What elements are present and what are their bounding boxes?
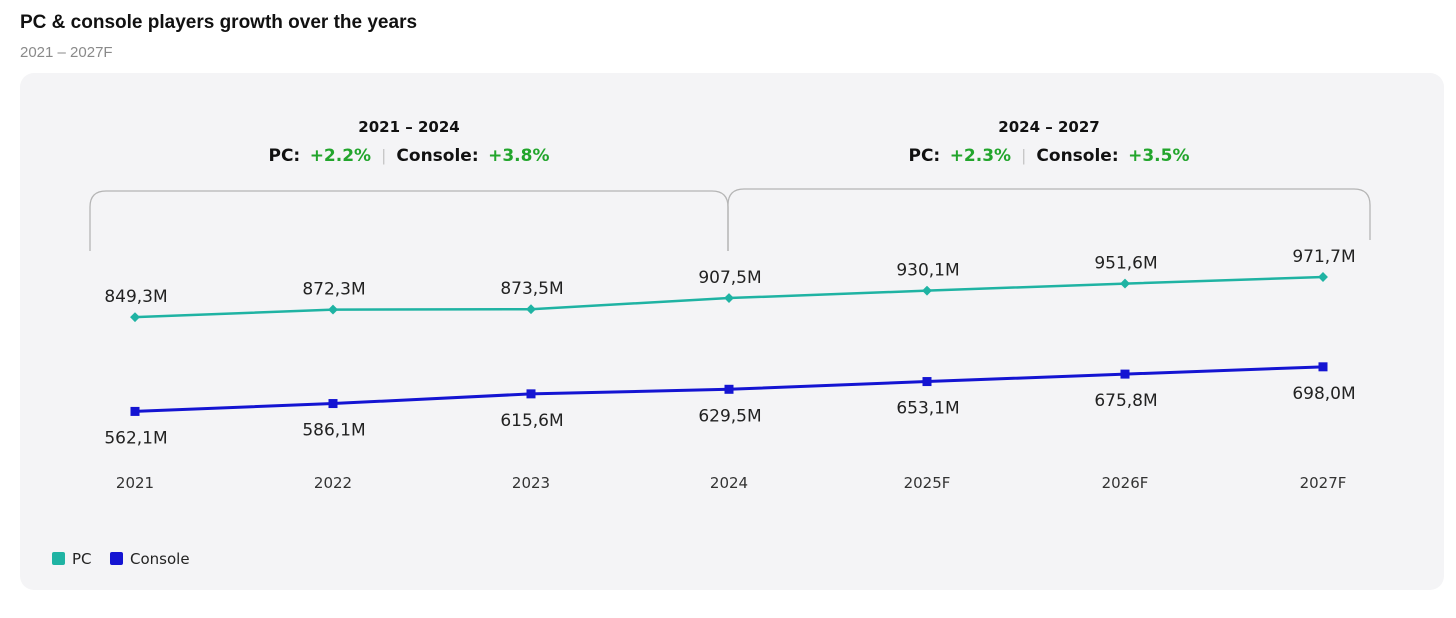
period-label: 2024 – 2027 <box>998 118 1099 136</box>
period-growth-line: PC: +2.3% | Console: +3.5% <box>909 146 1190 166</box>
pc-growth-label: PC: <box>909 146 941 166</box>
chart-panel <box>20 73 1444 590</box>
chart-subtitle: 2021 – 2027F <box>20 44 113 61</box>
plot-area: 2021 2022 2023 2024 2025F 2026F 2027F 849,3M 872… <box>104 247 1355 492</box>
console-growth-label: Console: <box>1036 146 1118 166</box>
data-label-console: 586,1M <box>302 421 365 441</box>
x-tick-label: 2023 <box>512 474 550 492</box>
pc-growth-value: +2.2% <box>310 146 371 166</box>
legend-label-pc: PC <box>72 550 92 568</box>
x-tick-label: 2021 <box>116 474 154 492</box>
x-tick-label: 2027F <box>1300 474 1347 492</box>
data-label-pc: 971,7M <box>1292 247 1355 267</box>
period-growth-line: PC: +2.2% | Console: +3.8% <box>269 146 550 166</box>
data-label-pc: 872,3M <box>302 280 365 300</box>
data-point-console <box>922 377 932 387</box>
data-label-pc: 930,1M <box>896 261 959 281</box>
data-point-pc <box>1318 272 1328 282</box>
console-growth-value: +3.8% <box>488 146 549 166</box>
period-bracket-left <box>89 190 729 251</box>
console-growth-label: Console: <box>396 146 478 166</box>
data-point-console <box>130 406 140 416</box>
period-label: 2021 – 2024 <box>358 118 459 136</box>
pc-growth-value: +2.3% <box>950 146 1011 166</box>
data-label-pc: 907,5M <box>698 268 761 288</box>
data-point-pc <box>130 312 140 323</box>
data-point-pc <box>328 304 338 315</box>
data-point-console <box>1120 369 1130 379</box>
x-tick-label: 2022 <box>314 474 352 492</box>
pc-growth-label: PC: <box>269 146 301 166</box>
data-label-console: 675,8M <box>1094 391 1157 411</box>
data-label-console: 698,0M <box>1292 384 1355 404</box>
chart-title: PC & console players growth over the yea… <box>20 12 418 33</box>
data-point-console <box>724 384 734 394</box>
legend-swatch-pc <box>52 552 65 565</box>
console-growth-value: +3.5% <box>1128 146 1189 166</box>
data-point-pc <box>724 293 734 304</box>
x-tick-label: 2026F <box>1102 474 1149 492</box>
data-label-console: 615,6M <box>500 411 563 431</box>
data-point-console <box>328 399 338 409</box>
data-label-console: 629,5M <box>698 406 761 426</box>
data-label-pc: 849,3M <box>104 287 167 307</box>
data-point-pc <box>922 285 932 296</box>
data-label-pc: 873,5M <box>500 279 563 299</box>
period-bracket-right <box>727 188 1371 251</box>
legend-label-console: Console <box>130 550 190 568</box>
data-point-pc <box>1120 278 1130 289</box>
data-point-pc <box>526 304 536 315</box>
data-point-console <box>1318 362 1328 372</box>
data-point-console <box>526 389 536 399</box>
data-label-pc: 951,6M <box>1094 254 1157 274</box>
x-tick-label: 2025F <box>904 474 951 492</box>
legend-swatch-console <box>110 552 123 565</box>
x-tick-label: 2024 <box>710 474 748 492</box>
data-label-console: 562,1M <box>104 428 167 448</box>
data-label-console: 653,1M <box>896 399 959 419</box>
legend: PC Console <box>52 550 190 568</box>
